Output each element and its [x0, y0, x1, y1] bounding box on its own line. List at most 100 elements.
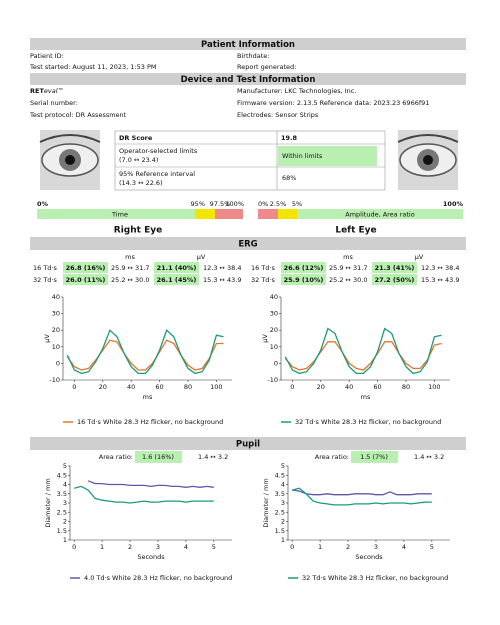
- field: Firmware version: 2.13.5 Reference data:…: [237, 99, 429, 107]
- y-tick-label: 1: [281, 536, 285, 544]
- field: Test started: August 11, 2023, 1:53 PM: [29, 63, 156, 71]
- table-cell: Operator-selected limits: [119, 147, 198, 155]
- section-title: Patient Information: [201, 40, 295, 50]
- cell-range: 15.3 ↔ 43.9: [421, 276, 460, 284]
- x-tick-label: 5: [430, 543, 434, 551]
- y-tick-label: 2.5: [275, 508, 285, 516]
- section-bar: [30, 73, 466, 85]
- y-tick-label: 3: [63, 499, 67, 507]
- cell-range: 25.2 ↔ 30.0: [329, 276, 368, 284]
- x-axis-label: Seconds: [355, 553, 383, 561]
- section-bar: [30, 38, 466, 50]
- cell-value: 26.1 (45%): [157, 276, 197, 284]
- table-cell: 19.8: [281, 134, 298, 142]
- column-unit: ms: [125, 253, 135, 261]
- eye-image: [397, 130, 459, 190]
- scale-label: 0%: [37, 200, 49, 208]
- scale-label: 100%: [443, 200, 464, 208]
- table-cell: DR Score: [119, 134, 153, 142]
- y-tick-label: 30: [270, 310, 278, 318]
- y-tick-label: 1.5: [57, 527, 67, 535]
- x-tick-label: 40: [345, 383, 353, 391]
- field: Test protocol: DR Assessment: [29, 111, 127, 119]
- field-label: Area ratio:: [99, 453, 133, 461]
- section-bar: [30, 237, 466, 250]
- scale-label: 95%: [191, 200, 205, 208]
- scale-label: 100%: [225, 200, 244, 208]
- field: Birthdate:: [237, 52, 269, 60]
- cell-value: 26.8 (16%): [66, 264, 106, 272]
- field-label: Area ratio:: [315, 453, 349, 461]
- y-tick-label: 40: [270, 293, 278, 301]
- x-tick-label: 4: [402, 543, 406, 551]
- y-tick-label: 2.5: [57, 508, 67, 516]
- scale-segment: [297, 209, 463, 219]
- x-axis-label: ms: [361, 393, 371, 401]
- y-tick-label: 1: [63, 536, 67, 544]
- cell-range: 25.9 ↔ 31.7: [111, 264, 150, 272]
- y-tick-label: 2: [281, 518, 285, 526]
- y-tick-label: 2: [63, 518, 67, 526]
- x-tick-label: 100: [210, 383, 222, 391]
- brand-main: RET: [30, 87, 44, 95]
- scale-segment: [37, 209, 195, 219]
- y-tick-label: -10: [49, 376, 60, 384]
- x-tick-label: 20: [317, 383, 325, 391]
- data-line: [66, 329, 224, 375]
- legend-label: 32 Td·s White 28.3 Hz flicker, no backgr…: [302, 574, 448, 582]
- cell-value: 21.1 (40%): [157, 264, 197, 272]
- scale-segment: [258, 209, 278, 219]
- y-tick-label: 0: [274, 359, 278, 367]
- x-tick-label: 3: [156, 543, 160, 551]
- cell-value: 26.6 (12%): [284, 264, 324, 272]
- y-tick-label: 4: [63, 481, 67, 489]
- x-tick-label: 80: [402, 383, 410, 391]
- cell-value: 21.3 (41%): [375, 264, 415, 272]
- y-tick-label: 1.5: [275, 527, 285, 535]
- x-tick-label: 5: [212, 543, 216, 551]
- cell-range: 25.9 ↔ 31.7: [329, 264, 368, 272]
- field-range: 1.4 ↔ 3.2: [414, 453, 444, 461]
- scale-label: 2.5%: [270, 200, 287, 208]
- data-line: [284, 327, 442, 375]
- y-tick-label: 4.5: [57, 471, 67, 479]
- row-label: 32 Td·s: [251, 276, 275, 284]
- x-axis-label: ms: [143, 393, 153, 401]
- x-tick-label: 0: [72, 543, 76, 551]
- column-unit: ms: [343, 253, 353, 261]
- y-tick-label: 20: [52, 326, 60, 334]
- field: Manufacturer: LKC Technologies, Inc.: [237, 87, 356, 95]
- scale-label: 0%: [258, 200, 268, 208]
- field-value: 1.5 (7%): [360, 453, 388, 461]
- table-cell: 95% Reference interval: [119, 170, 195, 178]
- cell-range: 15.3 ↔ 43.9: [203, 276, 242, 284]
- eye-image: [39, 130, 101, 190]
- highlight: [278, 146, 377, 166]
- table-cell: 68%: [282, 174, 296, 182]
- scale-label: 5%: [292, 200, 302, 208]
- y-axis-label: Diameter / mm: [262, 478, 270, 527]
- cell-value: 27.2 (50%): [375, 276, 415, 284]
- cell-range: 12.3 ↔ 38.4: [421, 264, 460, 272]
- x-tick-label: 2: [346, 543, 350, 551]
- x-tick-label: 1: [318, 543, 322, 551]
- y-tick-label: 3: [281, 499, 285, 507]
- field: Report generated:: [237, 63, 296, 71]
- legend-label: 32 Td·s White 28.3 Hz flicker, no backgr…: [295, 418, 441, 426]
- legend-label: 4.0 Td·s White 28.3 Hz flicker, no backg…: [84, 574, 232, 582]
- y-axis-label: µV: [43, 334, 51, 343]
- section-title: Device and Test Information: [181, 75, 316, 85]
- field-value: 1.6 (16%): [142, 453, 174, 461]
- data-line: [292, 489, 432, 496]
- x-tick-label: 0: [72, 383, 76, 391]
- x-tick-label: 100: [428, 383, 440, 391]
- highlight-group: [63, 262, 417, 463]
- y-tick-label: 0: [56, 359, 60, 367]
- data-line: [66, 339, 224, 371]
- section-title: Pupil: [236, 440, 260, 450]
- scale-segment: [278, 209, 297, 219]
- field: Serial number:: [30, 99, 78, 107]
- column-unit: µV: [197, 253, 206, 261]
- section-bar: [30, 437, 466, 450]
